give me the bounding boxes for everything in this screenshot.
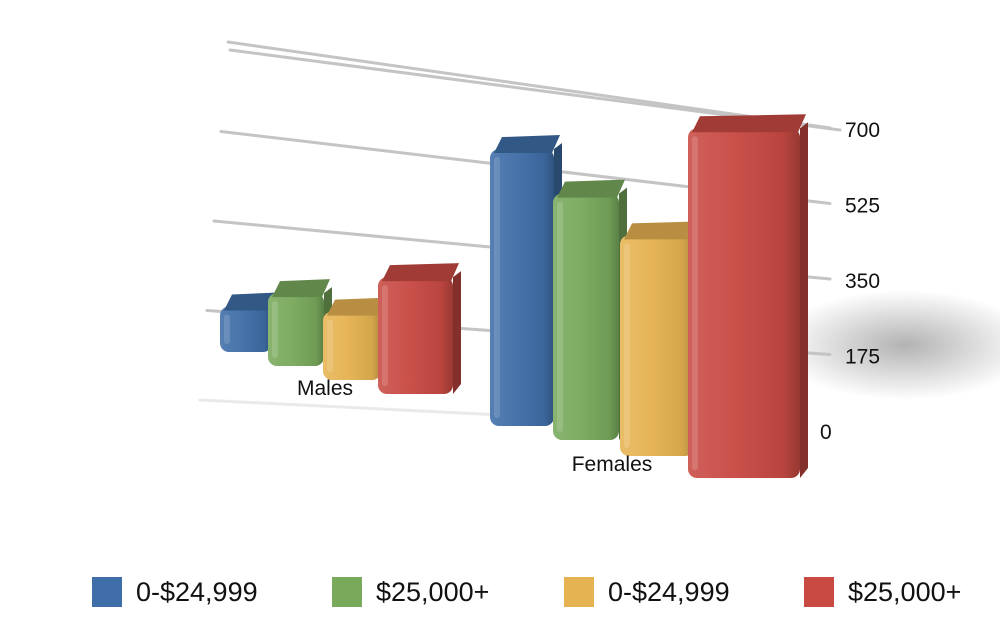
y-tick-label: 350 xyxy=(845,270,880,293)
legend: 0-$24,999 $25,000+ 0-$24,999 $25,000+ xyxy=(0,572,1000,612)
legend-swatch-1 xyxy=(332,577,362,607)
legend-item-2: 0-$24,999 xyxy=(564,572,730,612)
y-tick-label: 700 xyxy=(845,119,880,142)
chart-canvas: 0 175 350 525 700 Males Females xyxy=(198,40,1000,478)
bar-0-1 xyxy=(268,279,332,366)
legend-swatch-3 xyxy=(804,577,834,607)
bar-1-3 xyxy=(688,114,808,478)
bar-1-1 xyxy=(553,179,627,440)
legend-item-3: $25,000+ xyxy=(804,572,961,612)
legend-label-0: 0-$24,999 xyxy=(136,576,258,607)
bars xyxy=(220,114,808,478)
legend-swatch-2 xyxy=(564,577,594,607)
category-label-1: Females xyxy=(572,453,653,476)
y-tick-label: 525 xyxy=(845,195,880,218)
category-label-0: Males xyxy=(297,377,353,400)
floor-shadow xyxy=(775,290,1000,400)
legend-label-2: 0-$24,999 xyxy=(608,576,730,607)
legend-item-1: $25,000+ xyxy=(332,572,489,612)
legend-label-1: $25,000+ xyxy=(376,576,490,607)
gridline xyxy=(226,40,832,130)
bar-1-0 xyxy=(490,135,562,426)
y-tick-label: 175 xyxy=(845,346,880,369)
legend-label-3: $25,000+ xyxy=(848,576,962,607)
y-axis-tick-labels: 0 175 350 525 700 xyxy=(820,119,880,444)
legend-swatch-0 xyxy=(92,577,122,607)
y-tick-label: 0 xyxy=(820,421,832,444)
bar-0-3 xyxy=(378,263,461,394)
legend-item-0: 0-$24,999 xyxy=(92,572,258,612)
category-labels: Males Females xyxy=(297,377,652,476)
